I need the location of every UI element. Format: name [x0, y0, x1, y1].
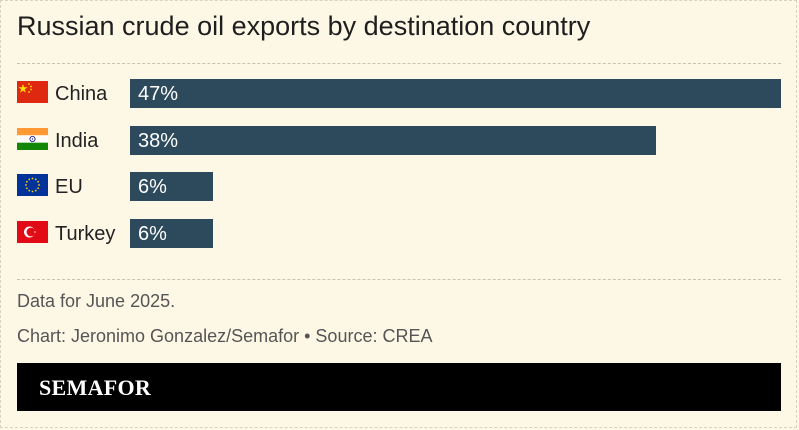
bottom-divider: [17, 279, 781, 280]
china-flag-icon: [17, 81, 48, 103]
data-note: Data for June 2025.: [17, 291, 176, 311]
semafor-logo[interactable]: SEMAFOR: [39, 375, 152, 400]
top-divider: [17, 63, 781, 64]
bar-china: [130, 79, 781, 108]
india-flag-icon: [17, 128, 48, 150]
bar-india: [130, 126, 656, 155]
bar-eu: [130, 172, 213, 201]
brand-bar: SEMAFOR: [17, 363, 781, 411]
value-label-turkey: 6%: [138, 223, 167, 245]
chart-title: Russian crude oil exports by destination…: [17, 11, 591, 41]
bar-turkey: [130, 219, 213, 248]
bar-row-china: China 47%: [17, 79, 781, 109]
bar-row-turkey: Turkey 6%: [17, 219, 781, 249]
credit-line: Chart: Jeronimo Gonzalez/Semafor • Sourc…: [17, 326, 433, 346]
bar-label-china: China: [55, 83, 108, 105]
value-label-eu: 6%: [138, 176, 167, 198]
bar-label-india: India: [55, 130, 99, 152]
bar-row-india: India 38%: [17, 126, 781, 156]
bar-row-eu: EU 6%: [17, 172, 781, 202]
value-label-india: 38%: [138, 130, 179, 152]
bar-label-turkey: Turkey: [55, 223, 116, 245]
value-label-china: 47%: [138, 83, 179, 105]
eu-flag-icon: [17, 174, 48, 196]
bar-label-eu: EU: [55, 176, 83, 198]
turkey-flag-icon: [17, 221, 48, 243]
